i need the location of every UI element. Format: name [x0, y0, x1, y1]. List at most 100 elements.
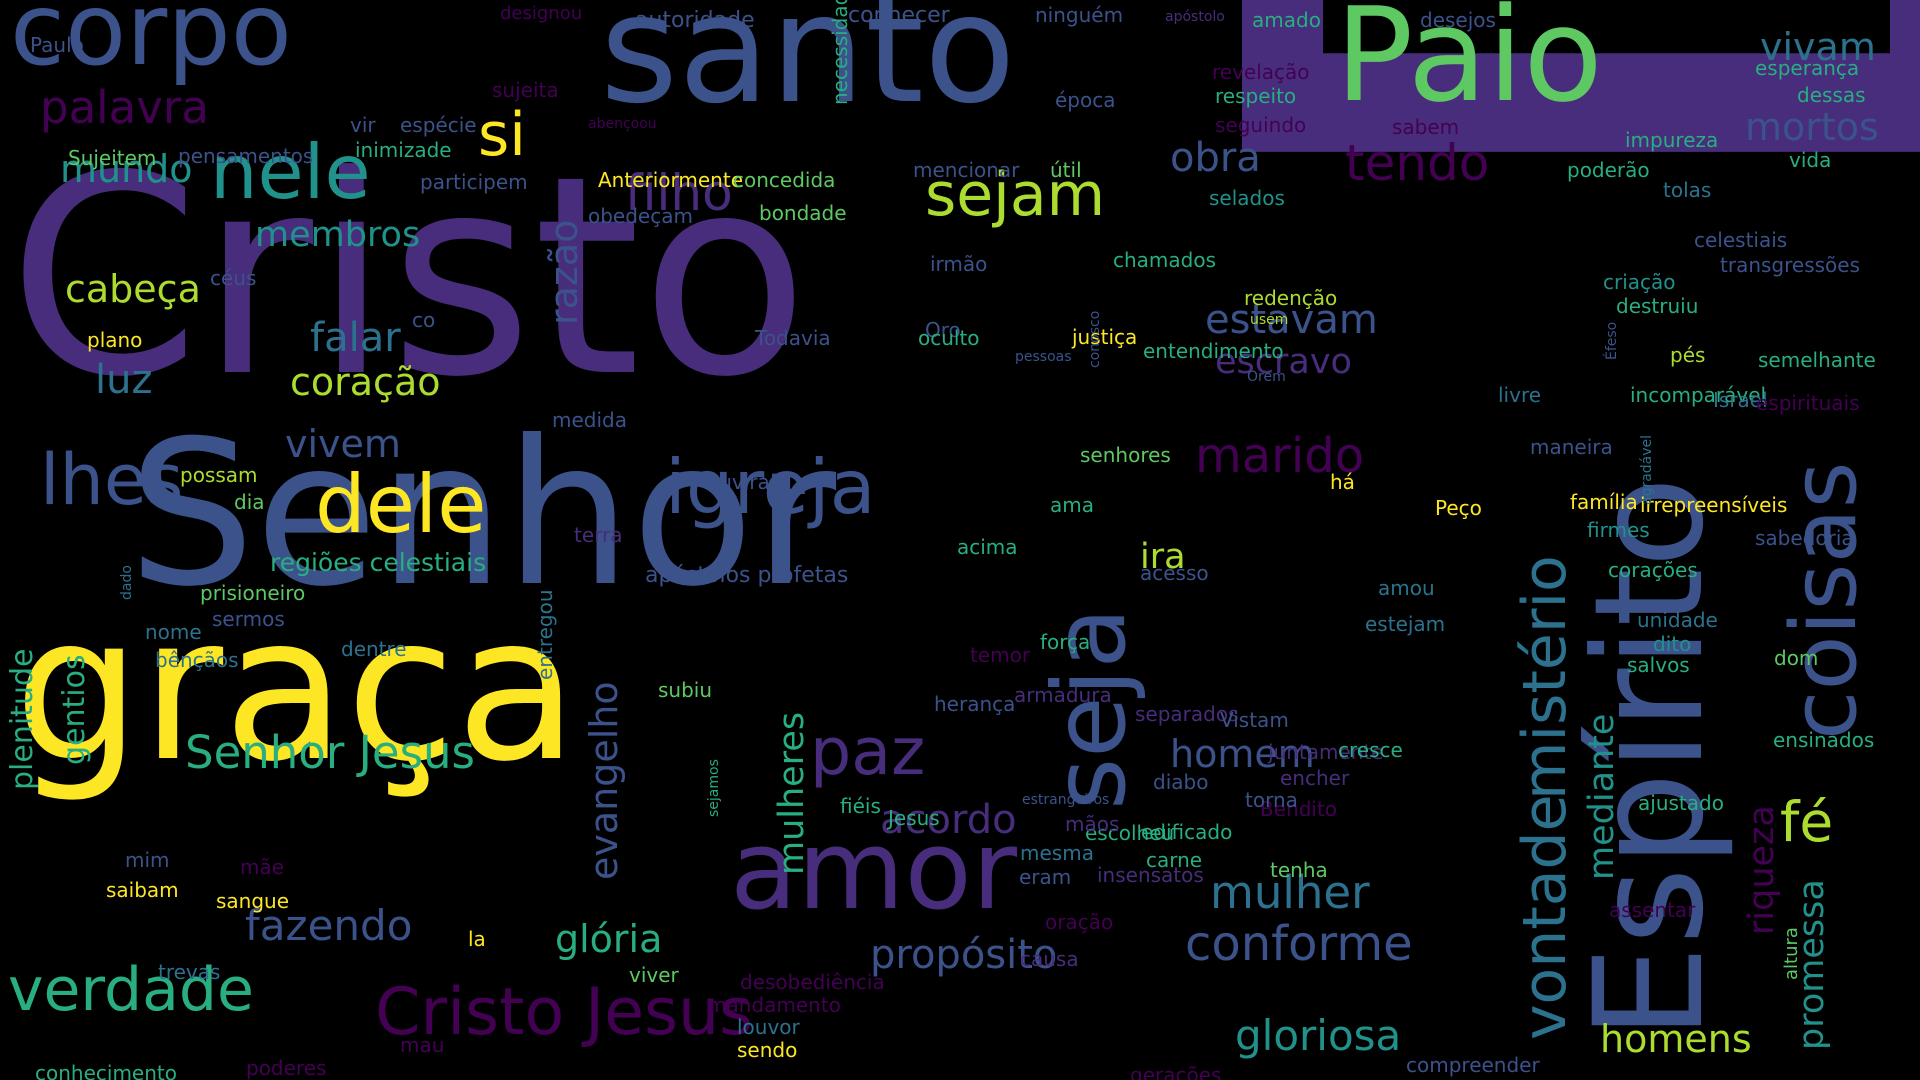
word-gloriosa: gloriosa	[1235, 1015, 1401, 1057]
word-mim: mim	[125, 850, 170, 870]
word-acima: acima	[957, 537, 1018, 557]
word-util: útil	[1050, 160, 1082, 180]
word-especie: espécie	[400, 115, 477, 135]
word-chamados: chamados	[1113, 250, 1216, 270]
word-apostolo: apóstolo	[1165, 10, 1225, 24]
word-conhecer: conhecer	[848, 5, 950, 27]
word-epoca: época	[1055, 90, 1116, 110]
word-tenha: tenha	[1270, 860, 1328, 880]
word-sujeita: sujeita	[492, 80, 559, 100]
word-senhores: senhores	[1080, 445, 1171, 465]
word-ajustado: ajustado	[1638, 793, 1724, 813]
word-tendo: tendo	[1345, 138, 1489, 188]
word-armadura: armadura	[1014, 685, 1112, 705]
word-riqueza: riqueza	[1745, 805, 1780, 935]
word-salvos: salvos	[1627, 655, 1690, 675]
word-diabo: diabo	[1153, 772, 1208, 792]
word-criacao: criação	[1603, 272, 1676, 292]
word-poderao: poderão	[1567, 160, 1650, 180]
word-mau: mau	[400, 1035, 444, 1055]
word-designou: designou	[500, 5, 582, 23]
word-vir: vir	[350, 115, 376, 135]
word-oculto: oculto	[918, 328, 980, 348]
word-bencaos: bênçãos	[155, 650, 239, 670]
word-selados: selados	[1209, 188, 1285, 208]
word-firmes: firmes	[1587, 520, 1650, 540]
word-heranca: herança	[934, 694, 1015, 714]
word-mortos: mortos	[1745, 108, 1879, 146]
word-concedida: concedida	[733, 170, 835, 190]
word-mandamento: mandamento	[707, 995, 841, 1015]
word-medida: medida	[552, 410, 627, 430]
word-la: la	[468, 929, 486, 949]
word-eram: eram	[1019, 867, 1071, 887]
word-saibam: saibam	[106, 880, 179, 900]
word-transgressoes: transgressões	[1720, 255, 1860, 275]
word-orem: Orem	[1247, 370, 1286, 384]
word-palavra: palavra	[40, 85, 209, 130]
word-edificado: edificado	[1141, 822, 1232, 842]
word-lhes: lhes	[40, 445, 183, 515]
word-dado: dado	[120, 565, 134, 600]
word-destruiu: destruiu	[1616, 296, 1698, 316]
word-regioes-celestiais: regiões celestiais	[270, 550, 486, 575]
word-forca: força	[1040, 632, 1090, 652]
word-unidade: unidade	[1637, 610, 1718, 630]
word-pessoas: pessoas	[1015, 350, 1072, 364]
word-paz: paz	[810, 720, 925, 785]
word-redencao: redenção	[1244, 288, 1337, 308]
word-homens: homens	[1600, 1020, 1752, 1058]
word-livre: livre	[1498, 385, 1541, 405]
word-mediante: mediante	[1585, 714, 1620, 880]
word-bondade: bondade	[759, 203, 847, 223]
word-cresce: cresce	[1338, 740, 1403, 760]
word-sabem: sabem	[1392, 117, 1459, 137]
word-ha: há	[1330, 472, 1355, 492]
word-assentar: assentar	[1609, 900, 1695, 920]
word-sendo: sendo	[737, 1040, 797, 1060]
word-justica: justiça	[1072, 327, 1137, 347]
word-amado: amado	[1252, 10, 1321, 30]
word-vida: vida	[1789, 150, 1831, 170]
word-entregou: entregou	[535, 589, 555, 680]
word-falar: falar	[310, 318, 401, 358]
word-ensinados: ensinados	[1773, 730, 1874, 750]
word-co: co	[412, 310, 435, 330]
word-todavia: Todavia	[755, 328, 831, 348]
word-vivem: vivem	[285, 425, 401, 463]
word-razao: razão	[545, 220, 583, 325]
word-celestiais: celestiais	[1694, 230, 1787, 250]
word-oracao: oração	[1045, 912, 1113, 932]
word-compreender: compreender	[1406, 1055, 1540, 1075]
word-tolas: tolas	[1663, 180, 1711, 200]
word-ceus: céus	[210, 268, 256, 288]
word-obedecam: obedeçam	[588, 206, 693, 226]
word-irmao: irmão	[930, 254, 987, 274]
word-senhor-jesus: Senhor Jesus	[185, 730, 475, 775]
word-necessidade: necessidade	[830, 0, 850, 105]
word-abencoou: abençoou	[588, 117, 657, 131]
word-poderes: poderes	[246, 1058, 326, 1078]
word-jesus: Jesus	[888, 808, 940, 828]
word-revelacao: revelação	[1212, 62, 1310, 82]
word-ouviram: ouviram	[707, 472, 789, 492]
word-luz: luz	[95, 360, 152, 400]
word-acesso: acesso	[1140, 563, 1209, 583]
word-possam: possam	[180, 465, 258, 485]
word-prisioneiro: prisioneiro	[200, 583, 305, 603]
word-conforme: conforme	[1185, 920, 1413, 968]
word-vistam: Vistam	[1220, 710, 1289, 730]
word-amou: amou	[1378, 578, 1435, 598]
word-torna: torna	[1245, 790, 1298, 810]
word-autoridade: autoridade	[635, 10, 755, 32]
word-irrepreensiveis: irrepreensíveis	[1640, 495, 1787, 515]
word-mesma: mesma	[1020, 843, 1094, 863]
word-pes: pés	[1670, 345, 1705, 365]
word-coisas: coisas	[1780, 462, 1870, 740]
word-coracao: coração	[290, 363, 440, 401]
word-efeso: Éfeso	[1605, 322, 1619, 360]
word-inimizade: inimizade	[355, 140, 452, 160]
word-geracoes: gerações	[1130, 1065, 1221, 1080]
word-evangelho: evangelho	[585, 681, 623, 880]
